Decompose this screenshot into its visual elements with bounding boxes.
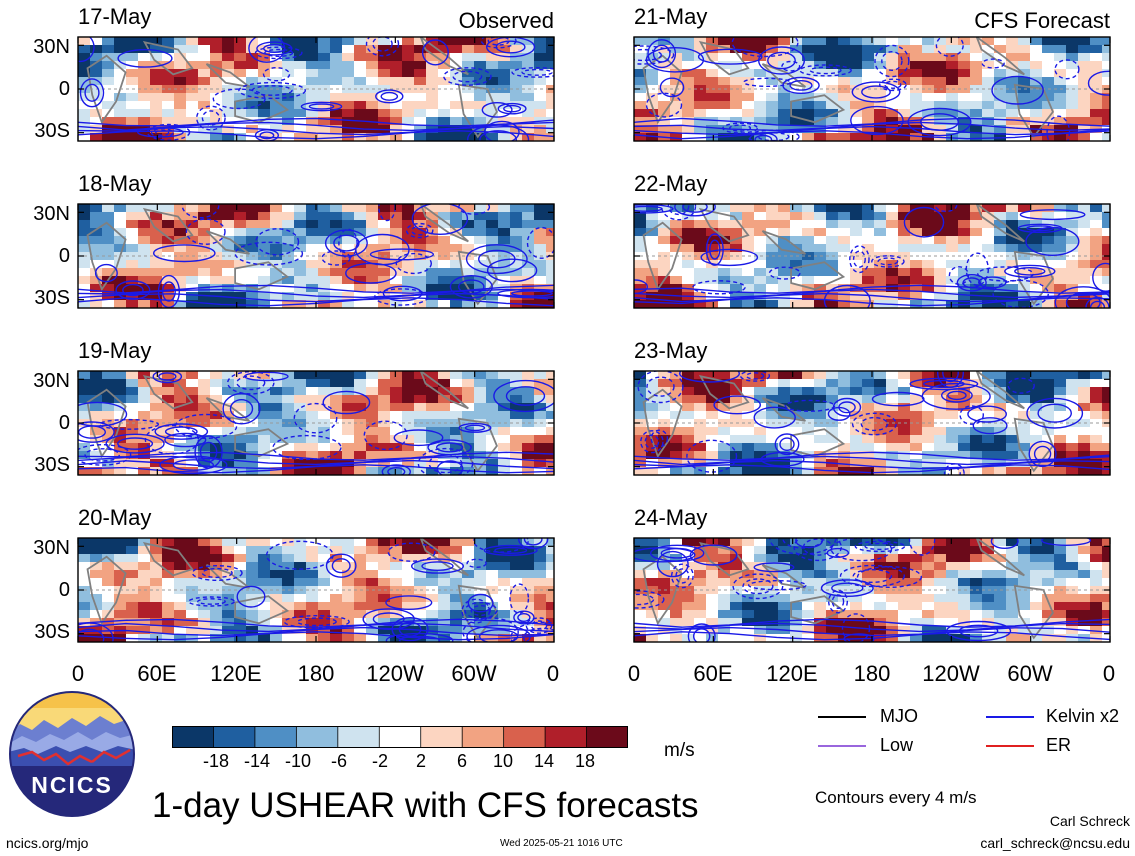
colorbar-swatch-9 — [545, 727, 588, 747]
panel-date-20-may: 20-May — [78, 505, 152, 530]
lat-tick-0-3: 0 — [58, 412, 70, 434]
colorbar-swatch-7 — [462, 727, 505, 747]
lat-tick-30s-2: 30S — [34, 287, 70, 309]
lat-tick-30n-1: 30N — [33, 36, 70, 58]
colorbar — [172, 726, 628, 748]
author-email: carl_schreck@ncsu.edu — [980, 835, 1130, 851]
lon-tick-right-180: 180 — [853, 661, 891, 686]
legend-mjo-label: MJO — [880, 706, 918, 726]
panel-date-23-may: 23-May — [634, 338, 708, 363]
legend-kelvin-swatch — [986, 716, 1034, 718]
colorbar-tick-18: 18 — [574, 751, 596, 771]
colorbar-tick-neg14: -14 — [243, 751, 270, 771]
lon-tick-left-60w: 60W — [451, 661, 497, 686]
lon-tick-right-60e: 60E — [693, 661, 733, 686]
legend-er-label: ER — [1046, 735, 1072, 755]
lon-tick-left-0: 0 — [71, 661, 85, 686]
map-panel-1 — [77, 203, 555, 309]
lat-tick-30n-4: 30N — [33, 537, 70, 559]
lon-tick-right-0b: 0 — [1102, 661, 1116, 686]
contour-note: Contours every 4 m/s — [815, 788, 977, 807]
panel-date-21-may: 21-May — [634, 4, 708, 29]
legend-kelvin-label: Kelvin x2 — [1046, 706, 1120, 726]
colorbar-swatch-5 — [379, 727, 422, 747]
colorbar-swatch-3 — [296, 727, 339, 747]
lon-tick-left-120w: 120W — [366, 661, 424, 686]
colorbar-swatch-4 — [337, 727, 380, 747]
panel-date-22-may: 22-May — [634, 171, 708, 196]
colorbar-tick-14: 14 — [533, 751, 555, 771]
colorbar-tick-neg10: -10 — [284, 751, 311, 771]
colorbar-tick-neg2: -2 — [371, 751, 388, 771]
map-panel-5 — [633, 203, 1111, 309]
timestamp: Wed 2025-05-21 1016 UTC — [500, 838, 623, 849]
panel-date-24-may: 24-May — [634, 505, 708, 530]
legend-low-swatch — [818, 745, 866, 747]
colorbar-tick-10: 10 — [492, 751, 514, 771]
cfs-forecast-label: CFS Forecast — [974, 8, 1110, 33]
ncics-logo — [9, 691, 135, 817]
colorbar-tick-neg6: -6 — [330, 751, 347, 771]
lat-tick-30s-4: 30S — [34, 621, 70, 643]
map-panel-6 — [633, 370, 1111, 476]
colorbar-swatch-0 — [172, 727, 214, 747]
lon-tick-left-180: 180 — [297, 661, 335, 686]
lat-tick-30n-2: 30N — [33, 203, 70, 225]
chart-title: 1-day USHEAR with CFS forecasts — [152, 786, 699, 825]
colorbar-swatch-2 — [254, 727, 297, 747]
lat-tick-0-2: 0 — [58, 245, 70, 267]
lat-tick-30s-1: 30S — [34, 120, 70, 142]
panel-date-18-may: 18-May — [78, 171, 152, 196]
colorbar-swatch-10 — [586, 727, 628, 747]
legend-mjo-swatch — [818, 716, 866, 718]
panel-date-19-may: 19-May — [78, 338, 152, 363]
lon-tick-right-120e: 120E — [766, 661, 818, 686]
colorbar-swatch-6 — [420, 727, 463, 747]
colorbar-swatch-8 — [503, 727, 546, 747]
lat-tick-30n-3: 30N — [33, 370, 70, 392]
map-panel-4 — [633, 36, 1111, 142]
colorbar-tick-2: 2 — [415, 751, 426, 771]
site-url: ncics.org/mjo — [6, 835, 89, 851]
colorbar-tick-6: 6 — [456, 751, 467, 771]
lon-tick-left-120e: 120E — [210, 661, 262, 686]
colorbar-tick-neg18: -18 — [202, 751, 229, 771]
lon-tick-left-0b: 0 — [546, 661, 560, 686]
map-panel-0 — [77, 36, 555, 142]
lat-tick-0-1: 0 — [58, 78, 70, 100]
lon-tick-right-0: 0 — [627, 661, 641, 686]
legend-low-label: Low — [880, 735, 914, 755]
author: Carl Schreck — [1049, 813, 1130, 829]
colorbar-swatch-1 — [213, 727, 256, 747]
map-panel-3 — [77, 537, 555, 643]
map-panel-7 — [633, 537, 1111, 643]
legend-er-swatch — [986, 745, 1034, 747]
lon-tick-left-60e: 60E — [137, 661, 177, 686]
panel-date-17-may: 17-May — [78, 4, 152, 29]
lat-tick-30s-3: 30S — [34, 454, 70, 476]
lon-tick-right-120w: 120W — [922, 661, 980, 686]
colorbar-units: m/s — [664, 740, 695, 761]
lat-tick-0-4: 0 — [58, 579, 70, 601]
ncics-logo-text: NCICS — [31, 772, 113, 798]
map-panel-2 — [77, 370, 555, 476]
observed-label: Observed — [458, 8, 554, 33]
lon-tick-right-60w: 60W — [1007, 661, 1053, 686]
